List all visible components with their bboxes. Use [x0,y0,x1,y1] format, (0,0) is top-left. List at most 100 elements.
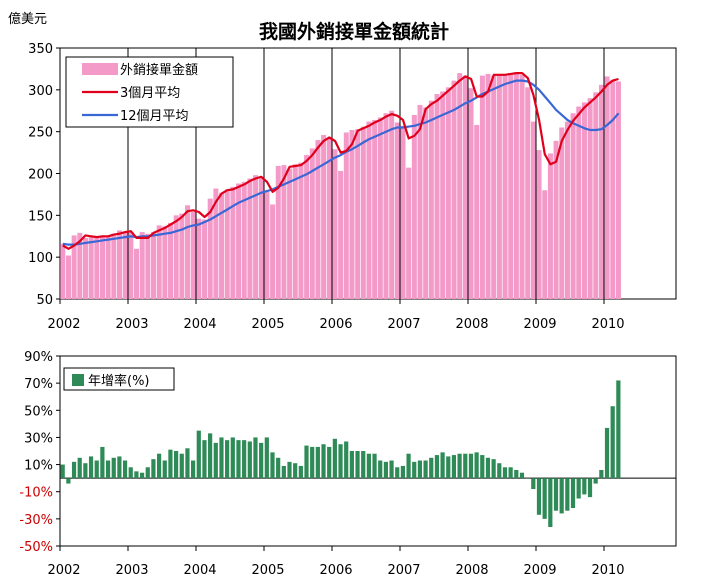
order-amount-bar [173,215,179,299]
order-amount-bar [258,178,264,299]
y-tick-label: 50% [24,404,53,419]
order-amount-bar [71,235,77,299]
yoy-growth-bar [185,448,190,479]
order-amount-bar [196,218,202,299]
x-tick-label: 2004 [183,317,216,332]
order-amount-bar [423,107,429,299]
order-amount-bar [281,165,287,299]
yoy-growth-bar [196,430,201,479]
yoy-growth-bar [332,438,337,479]
yoy-growth-bar [519,472,525,479]
x-tick-label: 2009 [523,563,556,578]
yoy-growth-bar [179,453,184,479]
y-tick-label: 150 [28,209,53,224]
yoy-growth-bar [287,461,292,479]
bottom-legend: 年增率(%) [63,367,175,391]
y-tick-label: 70% [24,377,53,392]
legend-label-ma3: 3個月平均 [120,86,180,101]
order-amount-bar [88,237,94,299]
order-amount-bar [247,178,253,299]
yoy-growth-bar [610,406,615,479]
order-amount-bar [145,233,151,299]
x-tick-label: 2002 [47,317,80,332]
order-amount-bar [156,225,162,299]
yoy-growth-bar [202,440,207,479]
yoy-growth-bar [429,457,434,479]
yoy-growth-bar [412,461,417,479]
legend-label-bars: 外銷接單金額 [120,62,198,78]
yoy-growth-bar [525,478,530,479]
yoy-growth-bar [548,478,553,527]
order-amount-bar [508,73,514,299]
yoy-growth-bar [565,478,570,511]
order-amount-bar [236,183,242,299]
yoy-growth-bar [599,470,604,479]
order-amount-bar [264,191,270,299]
order-amount-bar [377,117,383,300]
yoy-growth-bar [111,457,116,479]
y-tick-label: -50% [19,540,53,555]
order-amount-bar [502,73,508,299]
order-amount-bar [349,129,355,299]
yoy-growth-bar [378,460,383,479]
order-amount-bar [122,232,128,299]
yoy-growth-bar [174,451,179,479]
order-amount-bar [479,75,485,299]
yoy-growth-bar [531,478,536,489]
x-tick-label: 2008 [455,563,488,578]
order-amount-bar [139,232,145,299]
yoy-growth-bar [315,446,320,479]
order-amount-bar [536,150,542,299]
yoy-growth-bar [423,460,428,479]
yoy-growth-bar [514,470,519,479]
yoy-growth-bar [247,441,252,479]
yoy-growth-bar [553,478,559,511]
yoy-growth-bar [117,456,122,479]
order-amount-bar [525,87,531,299]
y-tick-label: 50 [36,293,53,308]
order-amount-bar [496,74,502,299]
order-amount-bar [315,140,321,299]
y-tick-label: 90% [24,350,53,365]
yoy-growth-bar [88,456,94,479]
order-amount-bar [60,243,66,299]
order-amount-bar [321,135,327,299]
yoy-growth-bar [361,451,366,479]
order-amount-bar [519,74,525,299]
yoy-growth-bar [604,427,610,479]
yoy-growth-bar [474,452,479,479]
yoy-growth-bar [191,460,196,479]
order-amount-bar [530,121,536,299]
yoy-growth-bar [276,457,281,479]
order-amount-bar [445,87,451,299]
order-amount-bar [360,126,366,299]
yoy-growth-bar [406,453,411,479]
order-amount-bar [326,138,332,299]
order-amount-bar [309,148,315,299]
yoy-growth-bar [298,465,303,479]
legend-label-growth: 年增率(%) [88,373,150,389]
order-amount-bar [253,175,259,299]
order-amount-bar [219,192,225,299]
x-tick-label: 2007 [387,317,420,332]
order-amount-bar [213,188,219,299]
top-legend: 外銷接單金額 3個月平均 12個月平均 [65,56,234,128]
yoy-growth-bar [66,478,71,484]
order-amount-bar [400,125,406,299]
order-amount-bar [394,122,400,299]
three-month-average-line [62,72,619,250]
yoy-growth-bar [208,433,213,479]
order-amount-bar [553,140,559,299]
y-axis-unit-label: 億美元 [8,11,47,27]
yoy-growth-bar [327,446,332,479]
yoy-growth-bar [491,459,496,479]
order-amount-bar [207,198,213,299]
x-tick-label: 2006 [319,317,352,332]
order-amount-bar [547,153,553,299]
order-amount-bar [77,232,83,299]
order-amount-bar [610,79,616,299]
yoy-growth-bar [156,453,162,479]
yoy-growth-bar [417,460,423,479]
order-amount-bar [434,94,440,300]
order-amount-bar [576,106,582,299]
